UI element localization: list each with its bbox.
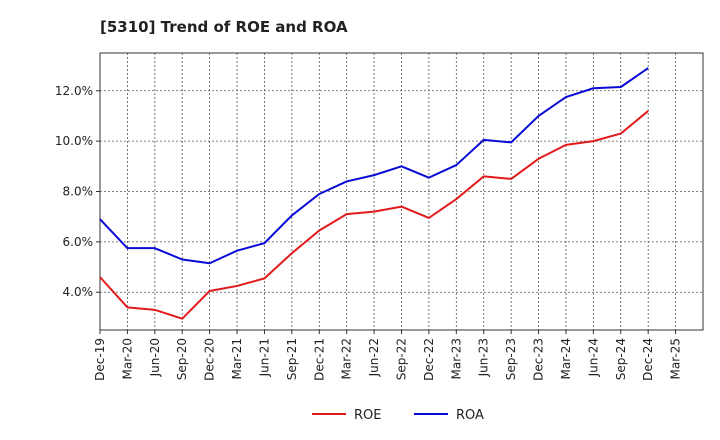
x-tick-label: Dec-24 xyxy=(641,338,655,381)
x-tick-label: Sep-21 xyxy=(285,338,299,380)
x-tick-label: Jun-23 xyxy=(477,338,491,377)
y-tick-label: 12.0% xyxy=(55,84,93,98)
x-axis-ticks: Dec-19 Mar-20 Jun-20 Sep-20 Dec-20 Mar-21 Jun-… xyxy=(93,330,683,381)
x-tick-label: Sep-20 xyxy=(175,338,189,380)
x-tick-label: Jun-22 xyxy=(367,338,381,377)
legend-label-roa: ROA xyxy=(456,408,484,423)
grid xyxy=(100,53,704,330)
y-tick-label: 10.0% xyxy=(55,134,93,148)
x-tick-label: Dec-22 xyxy=(422,338,436,381)
x-tick-label: Mar-23 xyxy=(449,338,463,379)
x-tick-label: Jun-21 xyxy=(257,338,271,377)
y-axis-ticks: 4.0% 6.0% 8.0% 10.0% 12.0% xyxy=(55,84,100,299)
x-tick-label: Dec-19 xyxy=(93,338,107,381)
chart-title: [5310] Trend of ROE and ROA xyxy=(100,18,348,36)
y-tick-label: 8.0% xyxy=(63,185,94,199)
series-line-roe xyxy=(99,110,649,320)
x-tick-label: Dec-20 xyxy=(203,338,217,381)
legend: ROE ROA xyxy=(312,408,484,423)
x-tick-label: Mar-21 xyxy=(230,338,244,379)
legend-label-roe: ROE xyxy=(354,408,381,423)
series-line-roa xyxy=(99,67,649,265)
x-tick-label: Dec-21 xyxy=(312,338,326,381)
x-tick-label: Sep-24 xyxy=(614,338,628,380)
x-tick-label: Jun-20 xyxy=(148,338,162,377)
x-tick-label: Mar-20 xyxy=(120,338,134,379)
x-tick-label: Sep-23 xyxy=(504,338,518,380)
y-tick-label: 6.0% xyxy=(63,235,94,249)
x-tick-label: Mar-22 xyxy=(340,338,354,379)
y-tick-label: 4.0% xyxy=(63,285,94,299)
x-tick-label: Mar-24 xyxy=(559,338,573,379)
x-tick-label: Dec-23 xyxy=(532,338,546,381)
x-tick-label: Sep-22 xyxy=(395,338,409,380)
x-tick-label: Jun-24 xyxy=(586,338,600,377)
x-tick-label: Mar-25 xyxy=(669,338,683,379)
series-lines xyxy=(99,67,649,320)
